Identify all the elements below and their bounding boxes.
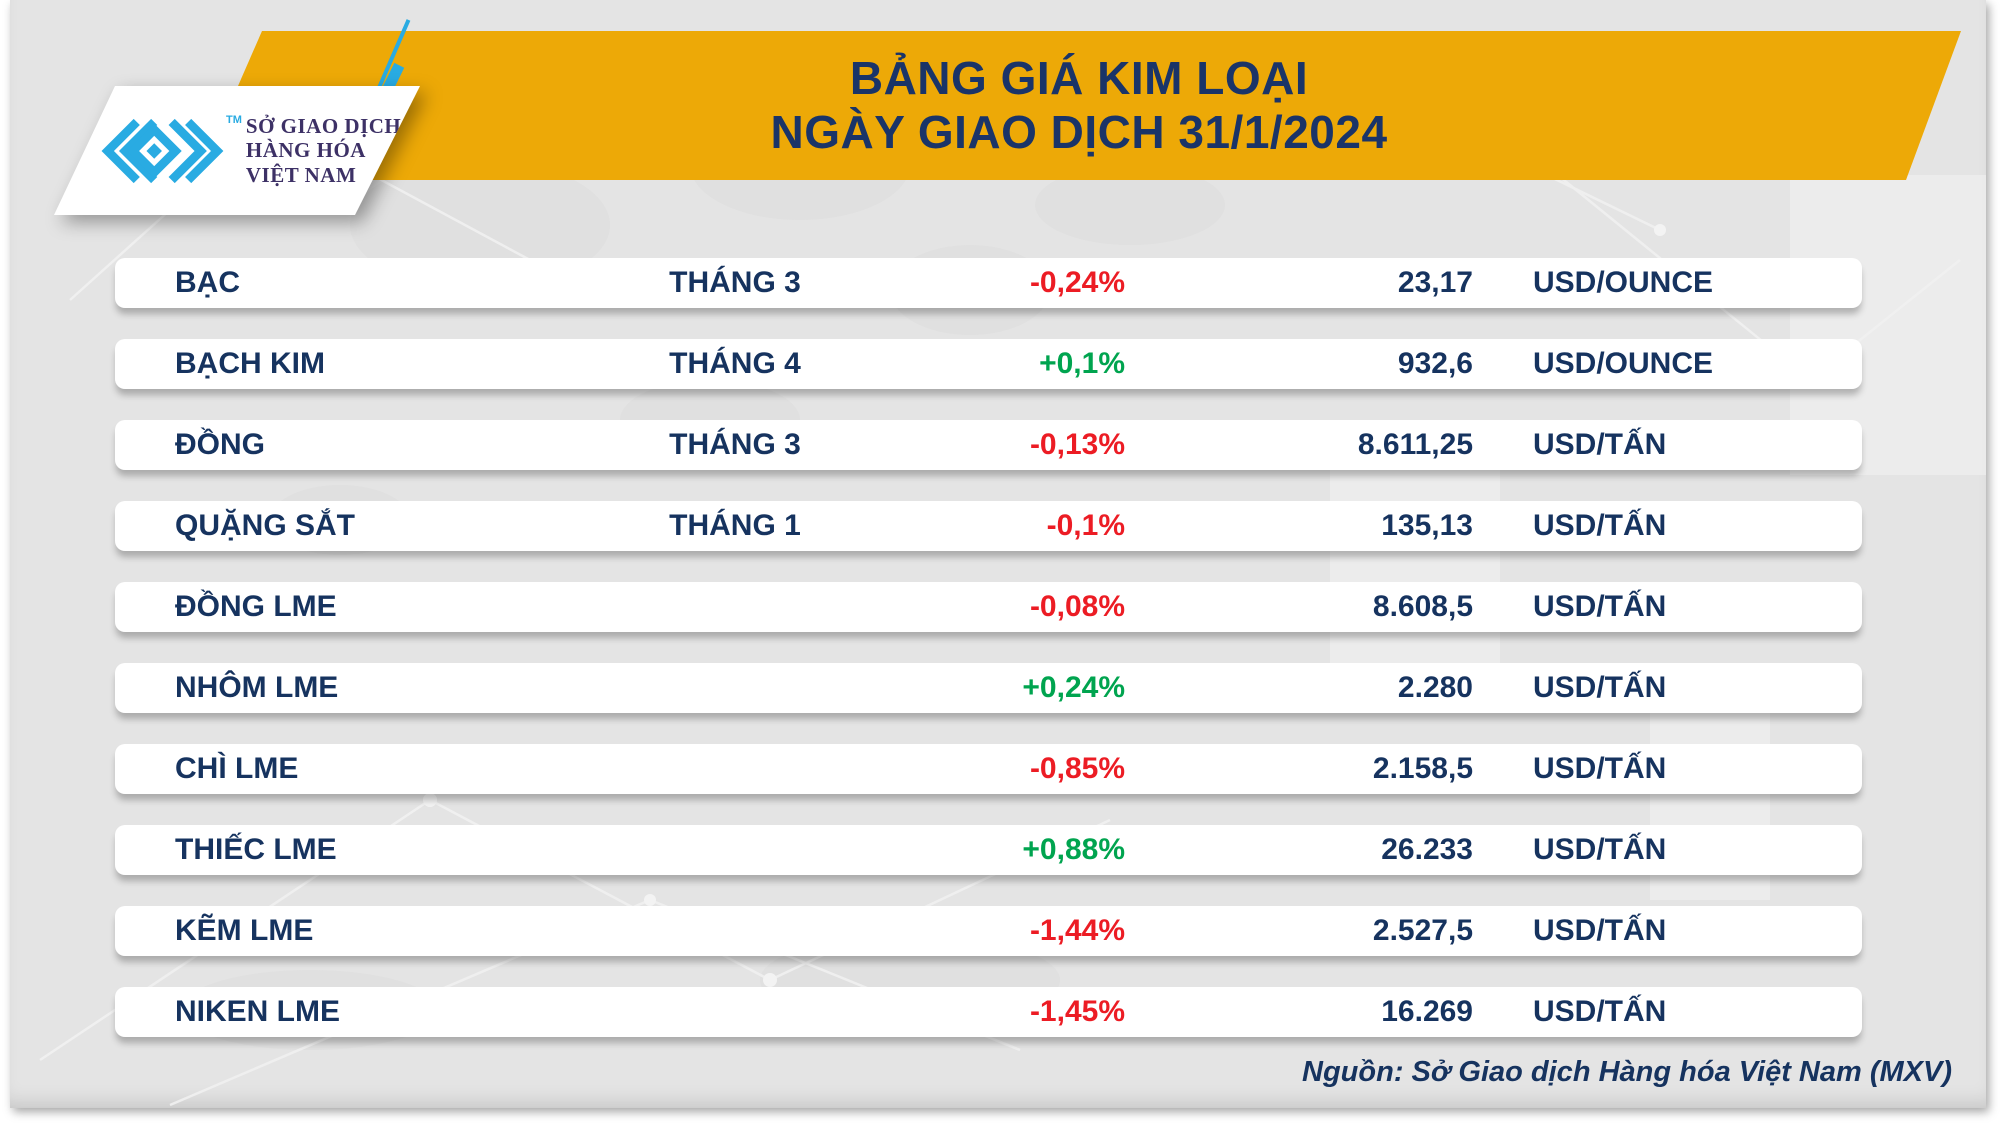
title-banner: BẢNG GIÁ KIM LOẠI NGÀY GIAO DỊCH 31/1/20…	[197, 31, 1961, 180]
change-percent: -0,13%	[1029, 428, 1125, 461]
change-percent: +0,88%	[1022, 833, 1125, 866]
change-percent: -0,1%	[1046, 509, 1125, 542]
price-unit: USD/TẤN	[1533, 914, 1667, 947]
price-value: 2.158,5	[1372, 752, 1473, 785]
price-value: 2.280	[1397, 671, 1473, 704]
source-note: Nguồn: Sở Giao dịch Hàng hóa Việt Nam (M…	[1302, 1056, 1952, 1088]
change-percent: -0,85%	[1029, 752, 1125, 785]
price-row: ĐỒNG LME -0,08% 8.608,5 USD/TẤN	[115, 582, 1862, 632]
price-value: 8.611,25	[1357, 428, 1473, 461]
change-percent: -0,08%	[1029, 590, 1125, 623]
price-row: BẠC THÁNG 3 -0,24% 23,17 USD/OUNCE	[115, 258, 1862, 308]
metal-name: BẠCH KIM	[175, 347, 325, 380]
change-percent: +0,1%	[1039, 347, 1125, 380]
price-value: 932,6	[1397, 347, 1473, 380]
price-unit: USD/TẤN	[1533, 428, 1667, 461]
contract-month: THÁNG 3	[669, 266, 801, 299]
metal-name: ĐỒNG	[175, 428, 265, 461]
price-unit: USD/TẤN	[1533, 509, 1667, 542]
logo-org-line2: HÀNG HÓA	[245, 138, 366, 163]
price-value: 23,17	[1397, 266, 1473, 299]
price-unit: USD/TẤN	[1533, 833, 1667, 866]
page-title: BẢNG GIÁ KIM LOẠI	[849, 51, 1309, 104]
price-row: ĐỒNG THÁNG 3 -0,13% 8.611,25 USD/TẤN	[115, 420, 1862, 470]
contract-month: THÁNG 3	[669, 428, 801, 461]
price-row: THIẾC LME +0,88% 26.233 USD/TẤN	[115, 825, 1862, 875]
logo-org-line3: VIỆT NAM	[245, 162, 357, 187]
price-unit: USD/OUNCE	[1533, 347, 1714, 380]
metal-name: BẠC	[175, 266, 240, 299]
logo-org-line1: SỞ GIAO DỊCH	[245, 113, 402, 138]
price-unit: USD/TẤN	[1533, 671, 1667, 704]
price-unit: USD/OUNCE	[1533, 266, 1714, 299]
price-unit: USD/TẤN	[1533, 590, 1667, 623]
contract-month: THÁNG 4	[669, 347, 801, 380]
price-unit: USD/TẤN	[1533, 995, 1667, 1028]
mxv-logo-icon	[101, 118, 224, 183]
metal-name: THIẾC LME	[175, 833, 337, 866]
price-value: 135,13	[1381, 509, 1473, 542]
logo-org-name: SỞ GIAO DỊCH HÀNG HÓA VIỆT NAM	[246, 114, 401, 187]
price-value: 2.527,5	[1372, 914, 1473, 947]
price-table: BẠC THÁNG 3 -0,24% 23,17 USD/OUNCE BẠCH …	[115, 258, 1862, 1037]
price-value: 8.608,5	[1372, 590, 1473, 623]
contract-month: THÁNG 1	[669, 509, 801, 542]
price-row: KẼM LME -1,44% 2.527,5 USD/TẤN	[115, 906, 1862, 956]
trademark-symbol: TM	[226, 114, 242, 126]
price-unit: USD/TẤN	[1533, 752, 1667, 785]
metal-name: CHÌ LME	[175, 752, 299, 785]
metal-name: NHÔM LME	[175, 671, 339, 704]
price-value: 26.233	[1381, 833, 1473, 866]
change-percent: -0,24%	[1029, 266, 1125, 299]
metal-name: ĐỒNG LME	[175, 590, 337, 623]
metal-name: NIKEN LME	[175, 995, 340, 1028]
price-value: 16.269	[1381, 995, 1473, 1028]
page-subtitle-date: NGÀY GIAO DỊCH 31/1/2024	[770, 105, 1388, 158]
price-row: NHÔM LME +0,24% 2.280 USD/TẤN	[115, 663, 1862, 713]
price-row: NIKEN LME -1,45% 16.269 USD/TẤN	[115, 987, 1862, 1037]
mxv-logo-plate: TM SỞ GIAO DỊCH HÀNG HÓA VIỆT NAM	[54, 86, 420, 215]
price-row: BẠCH KIM THÁNG 4 +0,1% 932,6 USD/OUNCE	[115, 339, 1862, 389]
change-percent: +0,24%	[1022, 671, 1125, 704]
metal-name: KẼM LME	[175, 914, 314, 947]
logo-plate-shadow: TM SỞ GIAO DỊCH HÀNG HÓA VIỆT NAM	[27, 43, 420, 215]
price-row: CHÌ LME -0,85% 2.158,5 USD/TẤN	[115, 744, 1862, 794]
price-row: QUẶNG SẮT THÁNG 1 -0,1% 135,13 USD/TẤN	[115, 501, 1862, 551]
change-percent: -1,44%	[1029, 914, 1125, 947]
change-percent: -1,45%	[1029, 995, 1125, 1028]
metal-name: QUẶNG SẮT	[175, 509, 355, 542]
